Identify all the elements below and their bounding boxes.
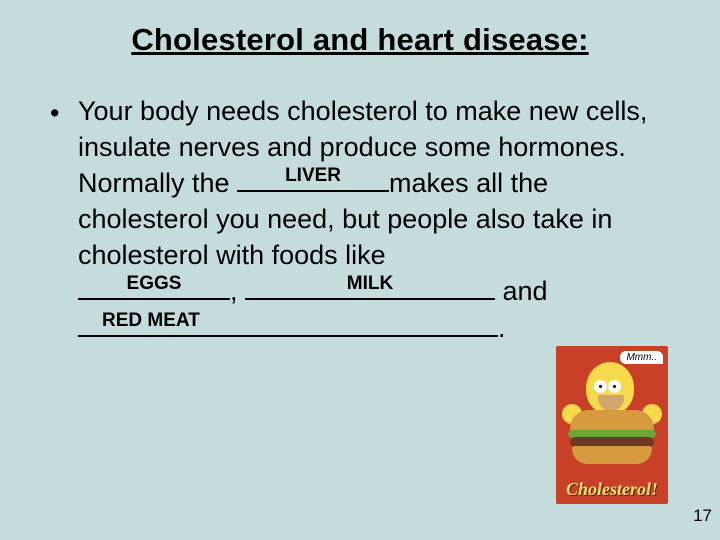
text-sep-1: ,: [230, 276, 245, 306]
cartoon-image: Mmm.. Cholesterol!: [556, 346, 668, 504]
bullet-icon: •: [50, 96, 59, 132]
cartoon-caption: Cholesterol!: [556, 479, 668, 500]
fill-eggs: EGGS: [127, 271, 182, 296]
blank-redmeat: RED MEAT: [78, 310, 498, 337]
fill-liver: LIVER: [285, 163, 341, 188]
burger-icon: [566, 410, 658, 466]
eye-right-icon: [608, 380, 621, 393]
speech-bubble: Mmm..: [620, 351, 663, 364]
slide: Cholesterol and heart disease: • Your bo…: [0, 0, 720, 540]
fill-milk: MILK: [347, 271, 393, 296]
text-end: .: [498, 313, 506, 343]
fill-redmeat: RED MEAT: [78, 308, 200, 333]
page-number: 17: [693, 506, 712, 526]
blank-liver: LIVER: [237, 165, 389, 192]
blank-eggs: EGGS: [78, 273, 230, 300]
text-sep-2: and: [495, 276, 548, 306]
body-text: • Your body needs cholesterol to make ne…: [50, 94, 670, 346]
blank-milk: MILK: [245, 273, 495, 300]
cartoon-head: [586, 362, 634, 414]
eye-left-icon: [594, 380, 607, 393]
slide-title: Cholesterol and heart disease:: [50, 22, 670, 58]
mouth-icon: [598, 395, 624, 411]
